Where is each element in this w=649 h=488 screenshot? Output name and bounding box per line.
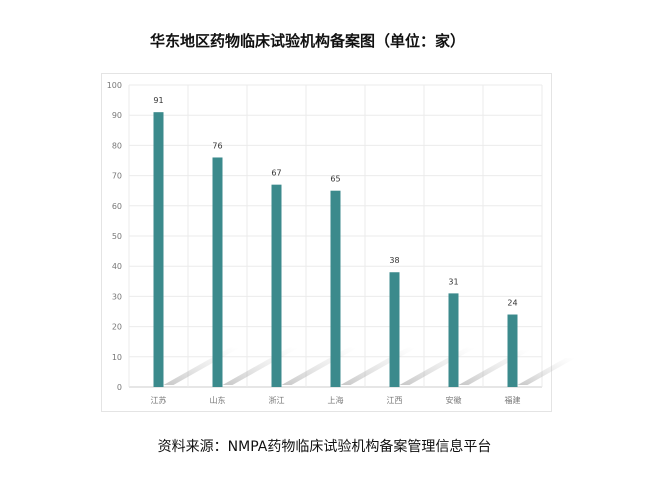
data-label: 65 [330,175,340,184]
data-label: 67 [271,169,281,178]
y-tick-label: 30 [112,292,122,301]
y-tick-label: 90 [112,111,122,120]
chart-frame [101,73,552,412]
bar-江苏 [153,112,164,388]
data-label: 76 [212,141,222,150]
x-tick-label: 安徽 [446,395,462,405]
bar-安徽 [448,293,459,387]
bar-shadow [222,347,299,385]
bar-山东 [212,157,223,387]
y-tick-label: 100 [107,81,122,90]
y-tick-label: 20 [112,323,122,332]
x-tick-label: 福建 [505,395,521,405]
y-tick-label: 40 [112,262,122,271]
data-labels: 91 76 67 65 38 31 24 [153,96,517,307]
bar-shadow [163,347,240,385]
x-tick-label: 江西 [387,396,403,405]
bar-shadow [281,347,358,385]
bars [153,112,518,388]
bar-上海 [330,190,341,387]
bar-shadow [399,347,476,385]
y-axis-ticks: 0 10 20 30 40 50 60 70 80 90 100 [107,81,122,392]
data-label: 31 [448,277,458,286]
y-tick-label: 10 [112,353,122,362]
data-label: 91 [153,96,163,105]
y-tick-label: 60 [112,202,122,211]
y-tick-label: 80 [112,141,122,150]
bar-shadow [517,358,576,385]
source-note: 资料来源：NMPA药物临床试验机构备案管理信息平台 [157,439,492,455]
y-tick-label: 70 [112,172,122,181]
x-tick-label: 山东 [210,395,226,405]
bar-江西 [389,272,400,387]
x-tick-label: 浙江 [269,395,285,405]
data-label: 38 [389,256,399,265]
data-label: 24 [507,299,517,308]
bar-浙江 [271,184,282,387]
y-tick-label: 0 [117,383,122,392]
bar-shadow [340,347,417,385]
x-tick-label: 上海 [328,395,344,405]
y-tick-label: 50 [112,232,122,241]
bar-shadow [458,350,531,385]
x-axis-ticks: 江苏 山东 浙江 上海 江西 安徽 福建 [151,395,521,405]
x-tick-label: 江苏 [151,395,167,405]
bar-福建 [507,314,518,387]
chart-title: 华东地区药物临床试验机构备案图（单位：家） [149,32,465,50]
